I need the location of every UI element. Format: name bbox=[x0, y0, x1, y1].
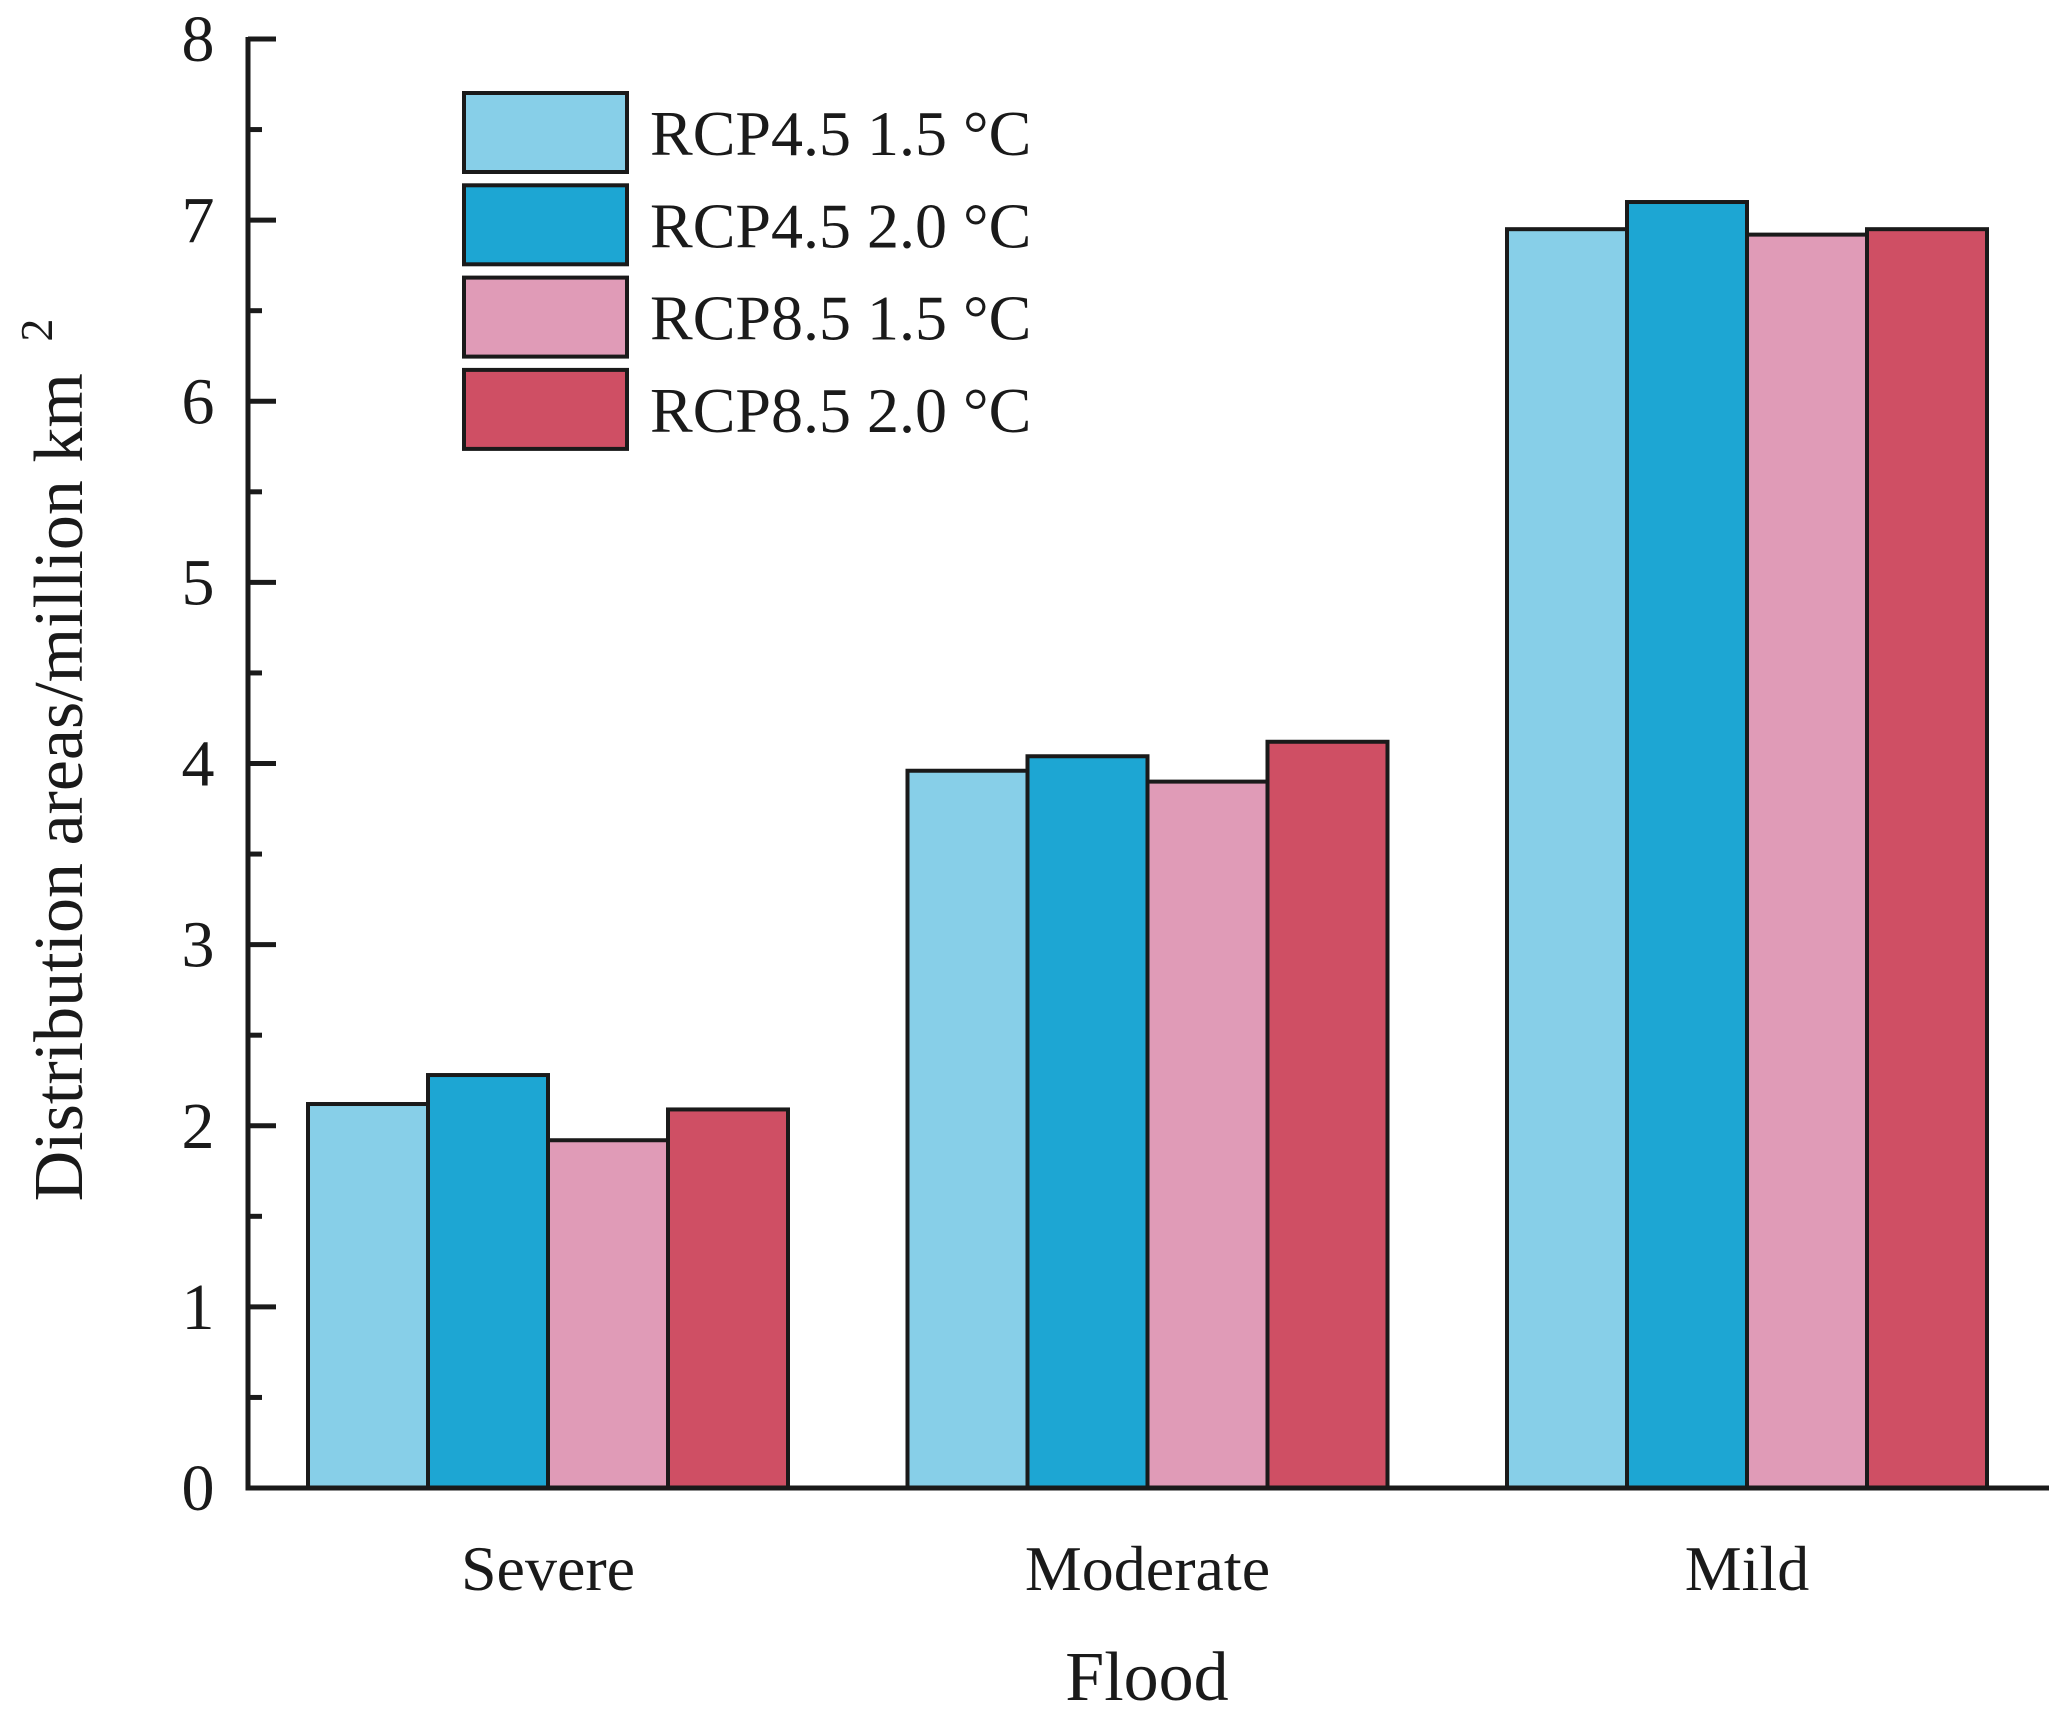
y-tick-label: 4 bbox=[182, 728, 215, 801]
bar-severe-series-1 bbox=[306, 1102, 430, 1490]
y-tick-label: 5 bbox=[182, 546, 215, 619]
y-tick-label: 7 bbox=[182, 184, 215, 257]
legend-label-1: RCP4.5 1.5 °C bbox=[650, 98, 1031, 169]
bar-mild-series-2 bbox=[1625, 200, 1749, 1491]
legend-label-2: RCP4.5 2.0 °C bbox=[650, 190, 1031, 261]
legend-swatch-2 bbox=[462, 183, 629, 267]
bar-severe-series-4 bbox=[666, 1107, 790, 1490]
y-axis-title-superscript: 2 bbox=[11, 319, 62, 342]
bar-severe-series-2 bbox=[426, 1073, 550, 1491]
y-ticks: 0 1 2 3 4 5 6 7 8 bbox=[182, 3, 276, 1525]
bar-mild-series-3 bbox=[1745, 232, 1869, 1491]
y-tick-label: 1 bbox=[182, 1271, 215, 1344]
bar-mild-series-4 bbox=[1865, 227, 1989, 1490]
bar-moderate-series-1 bbox=[905, 768, 1030, 1490]
bar-mild-series-1 bbox=[1505, 227, 1629, 1490]
legend-label-4: RCP8.5 2.0 °C bbox=[650, 375, 1031, 446]
legend: RCP4.5 1.5 °C RCP4.5 2.0 °C RCP8.5 1.5 °C R… bbox=[462, 91, 1031, 451]
x-tick-label-moderate: Moderate bbox=[1025, 1533, 1270, 1604]
legend-label-3: RCP8.5 1.5 °C bbox=[650, 283, 1031, 354]
bar-moderate-series-2 bbox=[1025, 754, 1150, 1490]
legend-swatch-3 bbox=[462, 275, 629, 359]
y-tick-label: 8 bbox=[182, 3, 215, 76]
bar-moderate-series-3 bbox=[1145, 779, 1270, 1490]
bar-severe-series-3 bbox=[546, 1138, 670, 1490]
legend-swatch-4 bbox=[462, 367, 629, 451]
x-tick-label-severe: Severe bbox=[461, 1533, 635, 1604]
bars-layer bbox=[306, 200, 1989, 1491]
y-tick-label: 0 bbox=[182, 1452, 215, 1525]
y-tick-label: 2 bbox=[182, 1090, 215, 1163]
bar-moderate-series-4 bbox=[1265, 739, 1390, 1490]
y-tick-label: 6 bbox=[182, 365, 215, 438]
legend-swatch-1 bbox=[462, 91, 629, 174]
x-tick-label-mild: Mild bbox=[1685, 1533, 1809, 1604]
y-axis-title: Distribution areas/million km 2 bbox=[11, 319, 98, 1202]
y-tick-label: 3 bbox=[182, 909, 215, 982]
x-axis-title: Flood bbox=[1065, 1639, 1228, 1716]
x-tick-labels: Severe Moderate Mild bbox=[461, 1533, 1809, 1604]
y-axis-title-text: Distribution areas/million km bbox=[21, 373, 98, 1201]
